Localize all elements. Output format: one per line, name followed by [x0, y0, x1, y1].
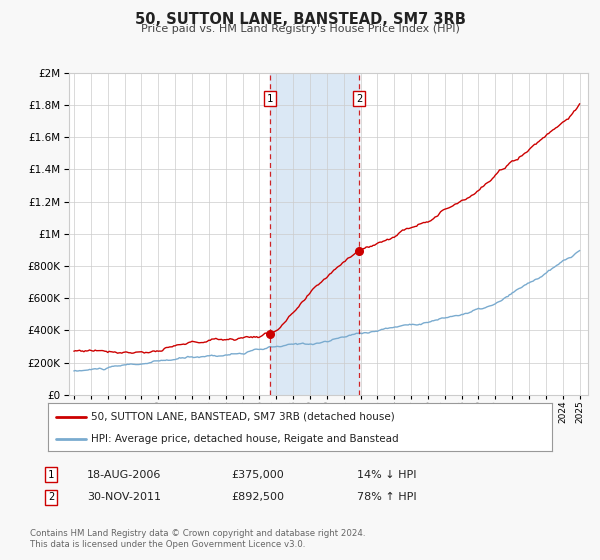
Text: 30-NOV-2011: 30-NOV-2011 — [87, 492, 161, 502]
Text: 2: 2 — [48, 492, 54, 502]
Text: £892,500: £892,500 — [231, 492, 284, 502]
Text: 1: 1 — [267, 94, 273, 104]
Text: 78% ↑ HPI: 78% ↑ HPI — [357, 492, 416, 502]
Text: Price paid vs. HM Land Registry's House Price Index (HPI): Price paid vs. HM Land Registry's House … — [140, 24, 460, 34]
Text: Contains HM Land Registry data © Crown copyright and database right 2024.: Contains HM Land Registry data © Crown c… — [30, 529, 365, 538]
Text: 2: 2 — [356, 94, 362, 104]
Text: 14% ↓ HPI: 14% ↓ HPI — [357, 470, 416, 480]
Text: 50, SUTTON LANE, BANSTEAD, SM7 3RB (detached house): 50, SUTTON LANE, BANSTEAD, SM7 3RB (deta… — [91, 412, 395, 422]
Text: £375,000: £375,000 — [231, 470, 284, 480]
Text: HPI: Average price, detached house, Reigate and Banstead: HPI: Average price, detached house, Reig… — [91, 434, 398, 444]
Text: 18-AUG-2006: 18-AUG-2006 — [87, 470, 161, 480]
Bar — [270, 73, 359, 395]
Text: This data is licensed under the Open Government Licence v3.0.: This data is licensed under the Open Gov… — [30, 540, 305, 549]
Text: 50, SUTTON LANE, BANSTEAD, SM7 3RB: 50, SUTTON LANE, BANSTEAD, SM7 3RB — [134, 12, 466, 27]
Text: 1: 1 — [48, 470, 54, 480]
